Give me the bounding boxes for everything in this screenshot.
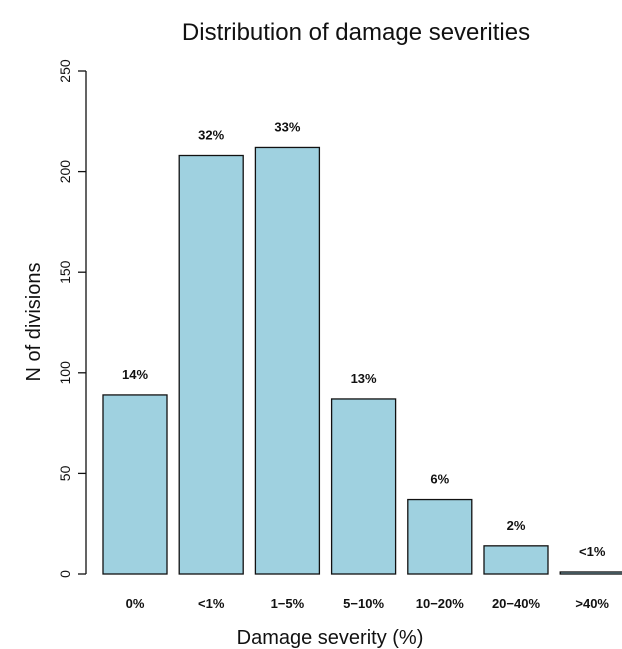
chart-title: Distribution of damage severities xyxy=(182,19,530,46)
y-tick-label: 150 xyxy=(57,260,73,284)
bar-value-label: 14% xyxy=(122,367,148,382)
x-category-label: >40% xyxy=(575,596,609,611)
bar-value-label: 13% xyxy=(351,371,377,386)
x-category-label: 10−20% xyxy=(416,596,465,611)
bar-6 xyxy=(483,545,549,575)
y-axis-label: N of divisions xyxy=(23,263,45,382)
data-labels: 14% 32% 33% 13% 6% 2% <1% xyxy=(122,119,606,559)
bar-4 xyxy=(330,398,397,575)
y-tick-label: 250 xyxy=(57,59,73,83)
x-axis-category-labels: 0% <1% 1−5% 5−10% 10−20% 20−40% >40% xyxy=(126,596,610,611)
bar-value-label: 32% xyxy=(198,128,224,143)
y-axis: 0 50 100 150 200 250 xyxy=(57,59,87,578)
x-category-label: 20−40% xyxy=(492,596,541,611)
y-tick-label: 0 xyxy=(57,570,73,578)
bar-value-label: 6% xyxy=(430,472,449,487)
bar-3 xyxy=(254,146,321,575)
y-tick-label: 50 xyxy=(57,465,73,481)
bar-5 xyxy=(407,498,473,575)
bar-value-label: 33% xyxy=(274,119,300,134)
x-axis-label: Damage severity (%) xyxy=(237,627,424,649)
bar-1 xyxy=(102,394,168,575)
bar-7 xyxy=(559,571,622,575)
x-category-label: 5−10% xyxy=(343,596,384,611)
bar-value-label: <1% xyxy=(579,544,606,559)
bar-value-label: 2% xyxy=(507,518,526,533)
x-category-label: 1−5% xyxy=(271,596,305,611)
y-tick-label: 200 xyxy=(57,160,73,184)
y-tick-label: 100 xyxy=(57,361,73,385)
x-category-label: 0% xyxy=(126,596,145,611)
bar-2 xyxy=(178,154,244,575)
x-category-label: <1% xyxy=(198,596,225,611)
bars xyxy=(102,146,622,575)
